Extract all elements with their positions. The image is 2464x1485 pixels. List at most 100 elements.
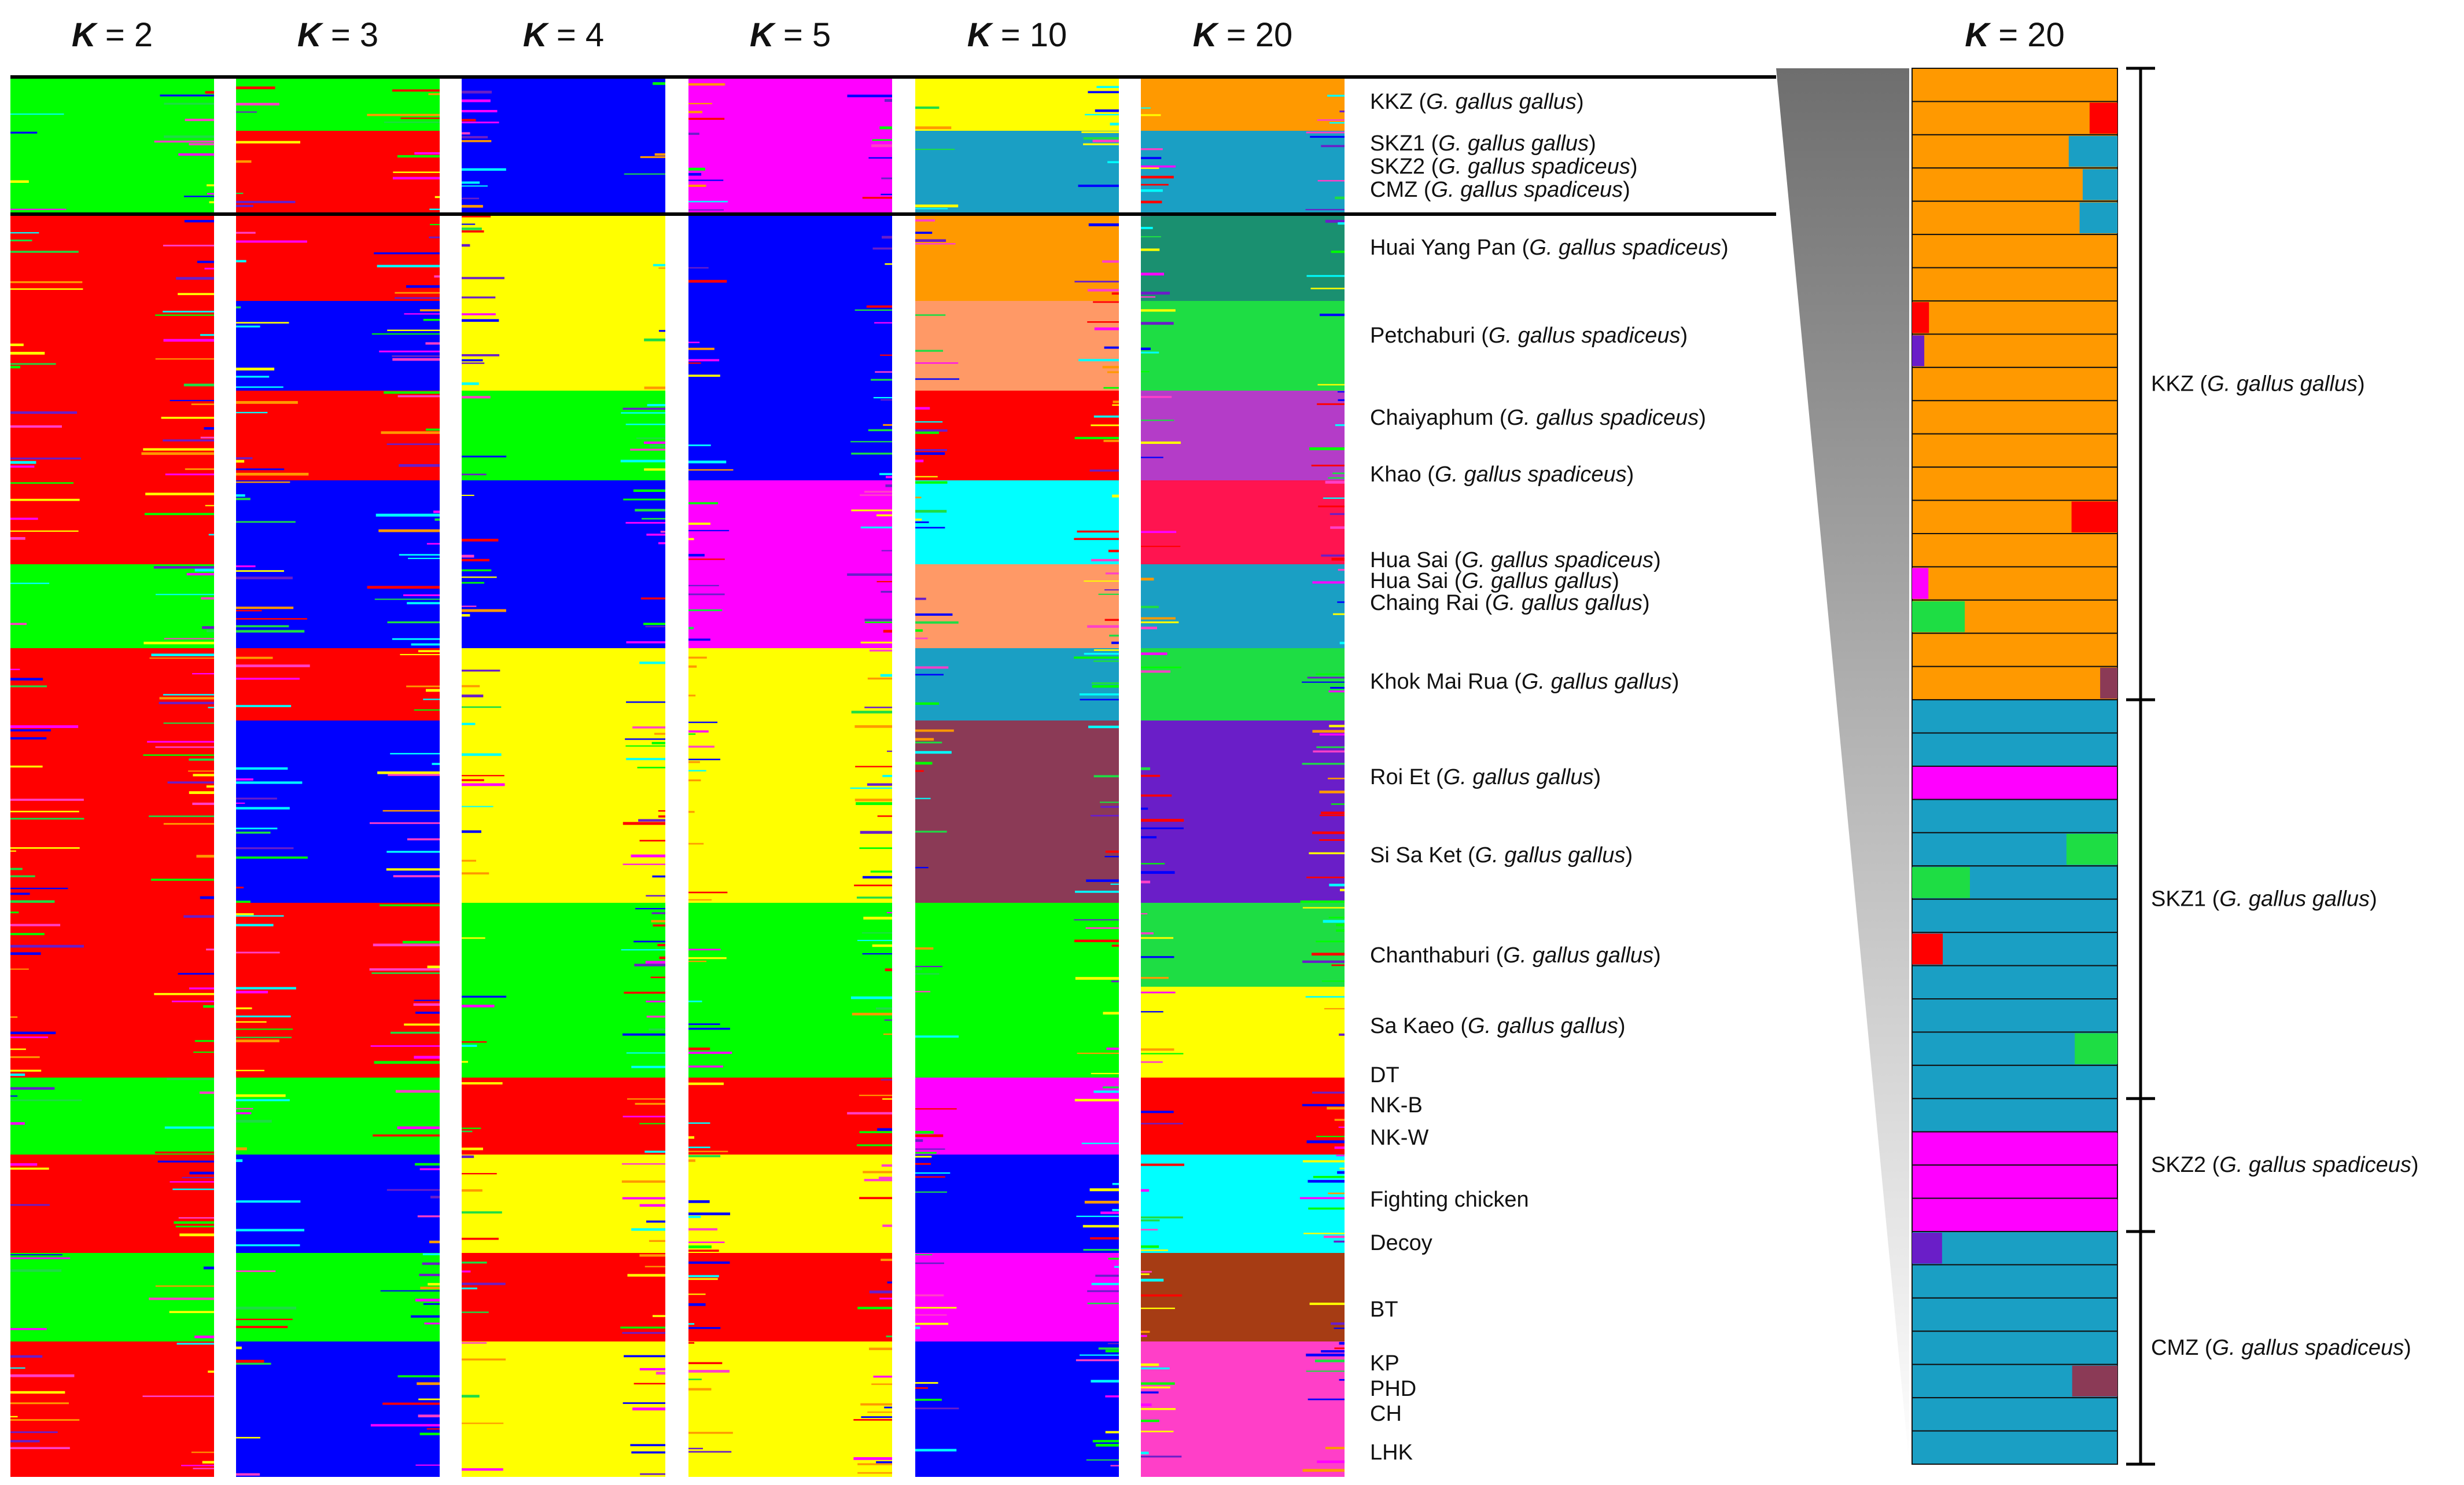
individual-admixture: [418, 650, 440, 652]
panel-title-k-10: K = 10: [967, 16, 1067, 54]
individual-admixture: [1339, 110, 1345, 113]
individual-admixture: [688, 627, 694, 630]
individual-admixture: [164, 102, 214, 105]
individual-admixture: [915, 481, 948, 484]
admixture-block: [236, 721, 440, 903]
individual-admixture: [1081, 131, 1119, 133]
panel-title-k-5: K = 5: [750, 16, 831, 54]
individual-admixture: [1141, 991, 1176, 994]
individual-admixture: [390, 753, 440, 755]
individual-admixture: [207, 630, 214, 633]
individual-admixture: [688, 1303, 706, 1306]
individual-admixture: [387, 621, 440, 623]
individual-admixture: [870, 870, 892, 873]
individual-admixture: [1337, 601, 1345, 603]
individual-admixture: [391, 1031, 440, 1034]
individual-admixture: [915, 770, 924, 772]
individual-admixture: [411, 1315, 440, 1318]
individual-admixture: [915, 421, 943, 423]
individual-admixture: [1141, 236, 1161, 238]
individual-admixture: [236, 1007, 252, 1009]
individual-admixture: [1107, 371, 1119, 373]
individual-admixture: [876, 1461, 892, 1464]
individual-admixture: [1091, 682, 1119, 685]
individual-admixture: [1099, 802, 1119, 803]
individual-admixture: [1339, 1341, 1345, 1345]
individual-admixture: [915, 239, 946, 242]
individual-admixture: [462, 214, 491, 218]
individual-admixture: [462, 1211, 502, 1214]
individual-admixture: [635, 907, 665, 910]
individual-admixture: [236, 193, 244, 194]
individual-admixture: [207, 193, 214, 195]
individual-admixture: [1316, 940, 1345, 943]
individual-admixture: [631, 854, 665, 858]
individual-admixture: [462, 205, 483, 208]
individual-admixture: [151, 878, 214, 881]
population-label: NK-B: [1370, 1093, 1423, 1118]
individual-admixture: [1076, 1215, 1119, 1217]
individual-admixture: [850, 787, 892, 789]
individual-admixture: [236, 1318, 293, 1321]
individual-admixture: [1302, 960, 1345, 963]
individual-admixture: [10, 623, 27, 625]
individual-admixture: [634, 1383, 665, 1385]
admixture-block: [688, 564, 892, 648]
individual-admixture: [10, 1163, 38, 1166]
population-label: LHK: [1370, 1440, 1413, 1465]
individual-admixture: [151, 653, 214, 656]
individual-admixture: [646, 1001, 665, 1003]
individual-admixture: [10, 887, 68, 889]
individual-admixture: [10, 498, 80, 501]
individual-admixture: [915, 1314, 947, 1316]
individual-admixture: [688, 538, 694, 541]
admixture-block: [915, 648, 1119, 721]
individual-admixture: [851, 453, 892, 455]
individual-admixture: [1108, 1258, 1119, 1260]
individual-admixture: [1325, 480, 1345, 484]
individual-admixture: [915, 126, 952, 130]
individual-admixture: [462, 1172, 497, 1175]
individual-admixture: [462, 1082, 503, 1085]
individual-admixture: [386, 443, 440, 445]
individual-admixture: [1098, 1347, 1119, 1350]
individual-admixture: [142, 1395, 214, 1398]
zoom-group-bracket: [2126, 67, 2155, 1466]
individual-admixture: [1141, 818, 1184, 822]
individual-admixture: [236, 306, 241, 308]
individual-admixture: [883, 1033, 892, 1035]
individual-admixture: [915, 1172, 951, 1174]
individual-admixture: [1141, 666, 1181, 668]
individual-admixture: [1112, 494, 1119, 498]
individual-admixture: [1141, 836, 1157, 839]
individual-admixture: [649, 444, 665, 448]
individual-admixture: [652, 1315, 665, 1317]
individual-admixture: [462, 775, 504, 777]
individual-admixture: [1074, 939, 1119, 943]
individual-admixture: [174, 1221, 214, 1224]
individual-admixture: [143, 754, 214, 756]
admixture-block: [236, 1341, 440, 1477]
individual-admixture: [429, 208, 440, 210]
individual-admixture: [1079, 1354, 1119, 1356]
individual-admixture: [367, 113, 440, 116]
individual-admixture: [425, 342, 440, 345]
individual-admixture: [1321, 1350, 1345, 1353]
individual-admixture: [1103, 439, 1119, 442]
individual-admixture: [688, 1082, 724, 1085]
individual-admixture: [850, 996, 892, 999]
individual-admixture: [881, 550, 892, 552]
individual-admixture: [915, 350, 944, 352]
individual-admixture: [10, 461, 36, 464]
individual-bar: [1911, 1397, 2118, 1432]
individual-bar: [1911, 300, 2118, 335]
individual-admixture: [688, 1362, 723, 1365]
individual-admixture: [651, 741, 665, 745]
individual-admixture: [236, 797, 277, 800]
individual-admixture: [462, 197, 480, 200]
individual-admixture: [1093, 649, 1119, 651]
individual-admixture: [622, 1033, 665, 1036]
panel-k-4: [462, 77, 665, 1477]
individual-admixture: [10, 1069, 42, 1072]
individual-admixture: [860, 494, 892, 497]
